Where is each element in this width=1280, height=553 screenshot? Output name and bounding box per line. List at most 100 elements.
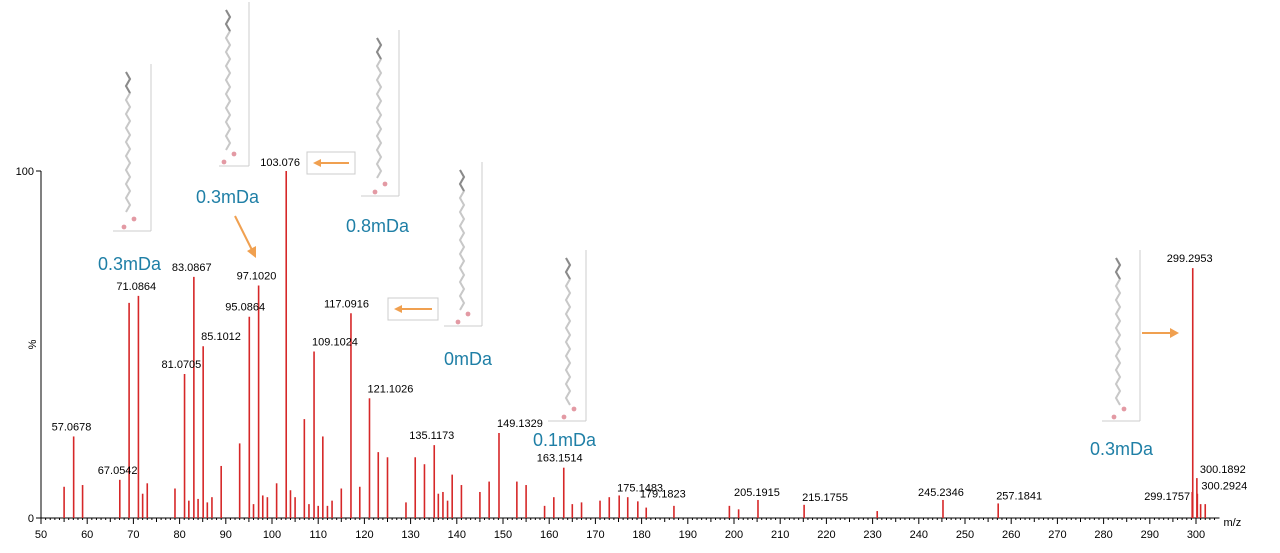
- x-tick-label: 260: [1002, 529, 1020, 541]
- oxygen-atom-icon: [382, 181, 388, 187]
- x-tick-label: 100: [263, 529, 281, 541]
- oxygen-atom-icon: [372, 189, 378, 195]
- structure-inset-3: [361, 30, 400, 197]
- chain-highlight-icon: [124, 71, 132, 94]
- x-tick-label: 110: [309, 529, 327, 541]
- structure-inset-1: [113, 64, 152, 232]
- x-tick-label: 230: [863, 529, 881, 541]
- x-tick-label: 200: [725, 529, 743, 541]
- x-tick-label: 270: [1048, 529, 1066, 541]
- mass-error-label: 0.3mDa: [196, 187, 260, 207]
- peak-label: 299.2953: [1167, 253, 1213, 265]
- peak-label: 135.1173: [409, 430, 454, 442]
- alkyl-chain-icon: [1114, 257, 1122, 406]
- x-tick-label: 300: [1187, 529, 1205, 541]
- x-axis-label: m/z: [1223, 517, 1241, 529]
- peak-label: 299.1757: [1144, 491, 1190, 503]
- peak-label: 245.2346: [918, 487, 964, 499]
- peak-label: 300.2924: [1201, 481, 1247, 493]
- chain-highlight-icon: [1114, 257, 1122, 280]
- peak-label: 215.1755: [802, 492, 848, 504]
- structure-inset-2: [219, 2, 250, 167]
- structure-insets: [113, 2, 1141, 422]
- oxygen-atom-icon: [1111, 414, 1117, 420]
- peak-label: 57.0678: [52, 421, 92, 433]
- chain-highlight-icon: [224, 9, 232, 32]
- peak-label: 97.1020: [237, 271, 277, 283]
- x-tick-label: 280: [1094, 529, 1112, 541]
- oxygen-atom-icon: [221, 159, 227, 165]
- peak-label: 85.1012: [201, 331, 241, 343]
- peak-label: 67.0542: [98, 465, 138, 477]
- mass-error-label: 0.1mDa: [533, 430, 597, 450]
- peak-label: 117.0916: [324, 298, 369, 310]
- x-tick-label: 70: [127, 529, 139, 541]
- chain-highlight-icon: [564, 257, 572, 280]
- oxygen-atom-icon: [571, 406, 577, 412]
- mass-error-label: 0.8mDa: [346, 216, 410, 236]
- oxygen-atom-icon: [561, 414, 567, 420]
- peak-label: 149.1329: [497, 418, 543, 430]
- inset-arrow-box-117: [387, 297, 439, 321]
- x-tick-label: 120: [355, 529, 373, 541]
- axes: 50 60 70 80 90 100 110 120 130 140 150 160 170 180 190…: [16, 166, 1242, 541]
- chain-highlight-icon: [458, 169, 466, 192]
- x-tick-label: 190: [679, 529, 697, 541]
- peak-label: 163.1514: [537, 453, 583, 465]
- x-tick-label: 240: [910, 529, 928, 541]
- x-tick-label: 140: [448, 529, 466, 541]
- peak-label: 81.0705: [162, 359, 202, 371]
- peak-label: 205.1915: [734, 487, 780, 499]
- peak-label: 175.1483: [617, 482, 663, 494]
- y-tick-label: 0: [28, 513, 34, 525]
- x-tick-label: 130: [401, 529, 419, 541]
- x-tick-label: 250: [956, 529, 974, 541]
- peak-label: 95.0864: [225, 302, 265, 314]
- x-tick-label: 90: [220, 529, 232, 541]
- x-tick-label: 290: [1141, 529, 1159, 541]
- oxygen-atom-icon: [455, 319, 461, 325]
- x-tick-label: 210: [771, 529, 789, 541]
- oxygen-atom-icon: [121, 224, 127, 230]
- x-tick-label: 170: [586, 529, 604, 541]
- peak-label: 109.1024: [312, 336, 358, 348]
- arrow-down-icon: [247, 246, 256, 258]
- oxygen-atom-icon: [1121, 406, 1127, 412]
- mass-error-annotations: 0.3mDa 0.3mDa 0.8mDa 0mDa 0.1mDa 0.3mDa: [98, 187, 1179, 459]
- structure-inset-6: [1102, 250, 1141, 422]
- peak-label: 103.076: [260, 157, 300, 169]
- x-tick-label: 60: [81, 529, 93, 541]
- peak-labels: 57.0678 67.0542 71.0864 81.0705 83.0867 85.10…: [52, 157, 1248, 504]
- peak-label: 121.1026: [367, 383, 413, 395]
- arrow-left-icon: [313, 159, 321, 167]
- oxygen-atom-icon: [131, 216, 137, 222]
- oxygen-atom-icon: [465, 311, 471, 317]
- spectrum-peaks: [63, 171, 1207, 518]
- x-tick-label: 50: [35, 529, 47, 541]
- alkyl-chain-icon: [224, 9, 232, 151]
- mass-error-label: 0mDa: [444, 349, 493, 369]
- y-tick-label: 100: [16, 166, 34, 178]
- alkyl-chain-icon: [124, 71, 132, 213]
- x-tick-label: 180: [632, 529, 650, 541]
- oxygen-atom-icon: [231, 151, 237, 157]
- peak-label: 71.0864: [116, 281, 156, 293]
- mass-error-label: 0.3mDa: [98, 254, 162, 274]
- arrow-right-icon: [1170, 328, 1179, 338]
- y-axis-label: %: [27, 339, 39, 349]
- alkyl-chain-icon: [458, 169, 466, 311]
- peak-label: 257.1841: [996, 490, 1042, 502]
- mass-error-label: 0.3mDa: [1090, 439, 1154, 459]
- peak-label: 179.1823: [640, 488, 686, 500]
- x-tick-label: 150: [494, 529, 512, 541]
- arrow-left-icon: [394, 305, 402, 313]
- peak-label: 300.1892: [1200, 464, 1246, 476]
- inset-arrow-box-103: [306, 151, 356, 175]
- chain-highlight-icon: [375, 37, 383, 60]
- x-tick-label: 160: [540, 529, 558, 541]
- arrow-line: [234, 215, 254, 253]
- structure-inset-4: [444, 162, 483, 327]
- peak-label: 83.0867: [172, 262, 212, 274]
- structure-inset-5: [548, 250, 587, 422]
